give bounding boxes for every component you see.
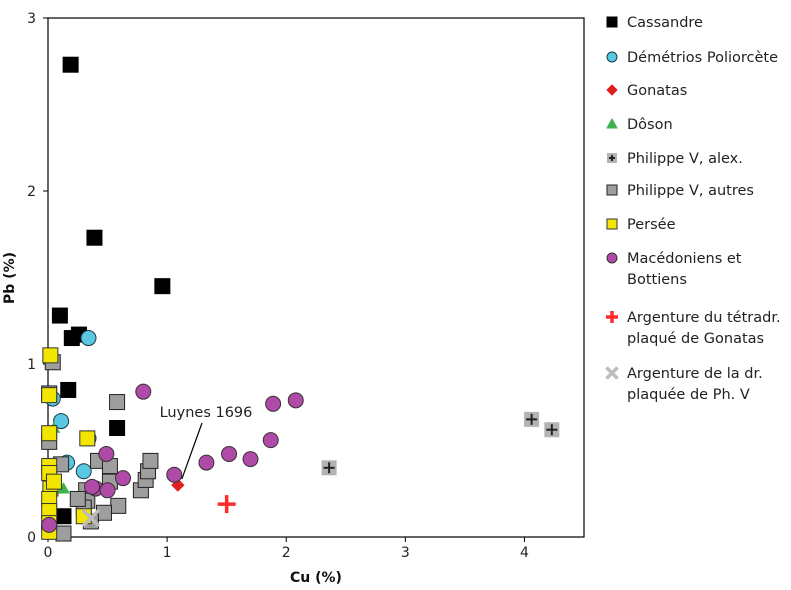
- plot-frame: [47, 17, 585, 538]
- data-point: [115, 470, 132, 487]
- legend-marker: [606, 184, 618, 196]
- legend-label: Philippe V, alex.: [627, 151, 743, 167]
- data-point: [63, 330, 80, 347]
- data-point: [99, 482, 116, 499]
- legend-item-macedoniens-et-bottiens: Macédoniens et Bottiens: [606, 251, 742, 288]
- annotation-leader-line: [181, 422, 203, 480]
- y-tick-label: 0: [27, 530, 36, 546]
- legend-label: Cassandre: [627, 15, 703, 31]
- data-point: [80, 330, 97, 347]
- legend-marker: [606, 117, 618, 129]
- legend: Cassandre Démétrios Poliorcète Gonatas Dôso…: [605, 15, 781, 403]
- legend-marker: [606, 51, 618, 63]
- data-point: [41, 425, 58, 442]
- legend-label: Bottiens: [627, 272, 687, 288]
- data-point: [79, 430, 96, 447]
- legend-item-doson: Dôson: [606, 117, 673, 133]
- data-point: [110, 497, 127, 514]
- data-point: [60, 381, 77, 398]
- legend-label: plaquée de Ph. V: [627, 387, 750, 403]
- x-tick-label: 0: [44, 545, 53, 561]
- legend-item-gonatas: Gonatas: [606, 83, 687, 99]
- x-tick-label: 1: [163, 545, 172, 561]
- data-point: [45, 473, 62, 490]
- legend-label: Persée: [627, 217, 676, 233]
- data-point: [41, 387, 58, 404]
- series-argenture-du-tetradr-plaque-de-gonatas: [217, 495, 236, 514]
- data-points: [41, 56, 560, 542]
- legend-marker: [606, 84, 618, 96]
- series-philippe-v-autres: [41, 354, 159, 542]
- y-tick-label: 1: [27, 357, 36, 373]
- legend-marker: [606, 218, 618, 230]
- data-point: [53, 413, 70, 430]
- legend-label: Démétrios Poliorcète: [627, 50, 778, 66]
- legend-item-persee: Persée: [606, 217, 676, 233]
- data-point: [287, 392, 304, 409]
- legend-marker: [605, 366, 619, 380]
- x-axis-ticks: 0 1 2 3 4: [44, 537, 529, 561]
- data-point: [84, 478, 101, 495]
- data-point: [524, 411, 540, 427]
- legend-item-philippe-v-alex: Philippe V, alex.: [607, 151, 743, 167]
- legend-label: Argenture de la dr.: [627, 366, 763, 382]
- legend-label: Gonatas: [627, 83, 687, 99]
- data-point: [51, 307, 68, 324]
- legend-item-argenture-de-la-dr-plaquee-de-ph-v: Argenture de la dr. plaquée de Ph. V: [605, 366, 763, 403]
- legend-marker: [606, 252, 618, 264]
- plot-area: 0 1 2 3 4 0 1 2 3 Cu (%) Pb (%) Luynes 1696: [2, 11, 585, 586]
- data-point: [86, 229, 103, 246]
- data-point: [81, 508, 101, 528]
- legend-label: plaqué de Gonatas: [627, 331, 764, 347]
- x-tick-label: 2: [282, 545, 291, 561]
- data-point: [265, 395, 282, 412]
- legend-item-demetrios-poliorcete: Démétrios Poliorcète: [606, 50, 778, 66]
- data-point: [217, 495, 236, 514]
- data-point: [55, 508, 72, 525]
- legend-marker: [606, 311, 618, 323]
- legend-label: Macédoniens et: [627, 251, 742, 267]
- legend-label: Argenture du tétradr.: [627, 310, 781, 326]
- data-point: [109, 420, 126, 437]
- data-point: [154, 278, 171, 295]
- data-point: [62, 56, 79, 73]
- data-point: [75, 463, 92, 480]
- data-point: [69, 490, 86, 507]
- data-point: [544, 422, 560, 438]
- data-point: [42, 347, 59, 364]
- annotation-label: Luynes 1696: [160, 405, 253, 421]
- data-point: [198, 454, 215, 471]
- legend-marker: [607, 153, 617, 163]
- series-macedoniens-et-bottiens: [41, 383, 304, 533]
- data-point: [55, 525, 72, 542]
- data-point: [98, 445, 115, 462]
- data-point: [321, 460, 337, 476]
- x-tick-label: 4: [520, 545, 529, 561]
- series-philippe-v-alex: [321, 411, 560, 476]
- legend-item-cassandre: Cassandre: [606, 15, 703, 31]
- y-tick-label: 3: [27, 11, 36, 27]
- y-tick-label: 2: [27, 184, 36, 200]
- data-point: [142, 452, 159, 469]
- data-point: [242, 451, 259, 468]
- x-axis-label: Cu (%): [290, 570, 342, 586]
- data-point: [221, 445, 238, 462]
- data-point: [262, 432, 279, 449]
- data-point: [109, 394, 126, 411]
- legend-marker: [606, 16, 618, 28]
- series-argenture-de-la-dr-plaquee-de-ph-v: [81, 508, 101, 528]
- data-point: [135, 383, 152, 400]
- x-tick-label: 3: [401, 545, 410, 561]
- legend-item-philippe-v-autres: Philippe V, autres: [606, 183, 754, 199]
- data-point: [166, 466, 183, 483]
- legend-label: Dôson: [627, 117, 673, 133]
- annotations: Luynes 1696: [160, 405, 253, 480]
- legend-item-argenture-du-tetradr-plaque-de-gonatas: Argenture du tétradr. plaqué de Gonatas: [606, 310, 781, 347]
- legend-label: Philippe V, autres: [627, 183, 754, 199]
- y-axis-label: Pb (%): [2, 252, 18, 304]
- data-point: [41, 516, 58, 533]
